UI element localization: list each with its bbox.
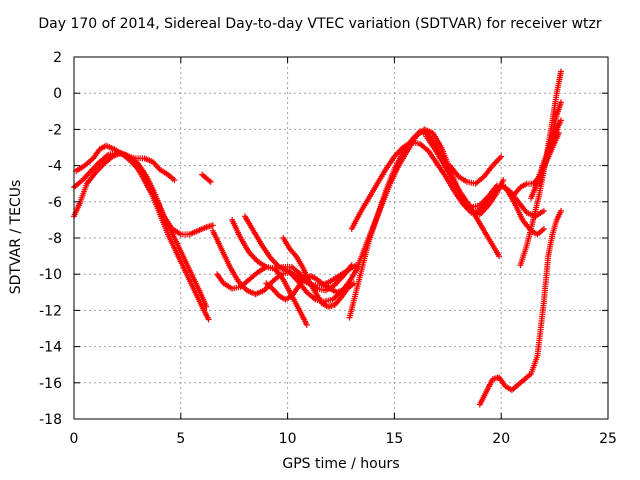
- series-markers: [528, 117, 564, 202]
- series-pass-o: [423, 133, 503, 260]
- series-pass-p: [446, 153, 505, 187]
- y-tick-label: 0: [53, 86, 62, 102]
- series-pass-a: [71, 149, 216, 238]
- series-pass-c: [73, 142, 210, 310]
- series-markers: [214, 264, 310, 328]
- x-tick-label: 10: [279, 431, 297, 447]
- x-tick-label: 25: [599, 431, 617, 447]
- series-markers: [199, 171, 214, 185]
- series-pass-g: [214, 264, 310, 328]
- series-pass-k: [280, 235, 357, 310]
- y-tick-label: -16: [39, 376, 62, 392]
- data-points: [71, 68, 564, 408]
- y-tick-label: -12: [39, 303, 62, 319]
- x-tick-label: 15: [385, 431, 403, 447]
- series-markers: [71, 149, 216, 238]
- series-markers: [348, 139, 507, 232]
- y-tick-label: -10: [39, 267, 62, 283]
- series-pass-q: [476, 207, 564, 408]
- series-markers: [280, 235, 357, 310]
- series-pass-u: [528, 117, 564, 202]
- series-markers: [124, 153, 178, 184]
- y-tick-label: -14: [39, 340, 62, 356]
- series-markers: [446, 153, 505, 187]
- series-markers: [423, 133, 503, 260]
- y-axis-label: SDTVAR / TECUs: [8, 179, 24, 295]
- y-tick-label: -2: [48, 122, 62, 138]
- y-tick-label: 2: [53, 50, 62, 66]
- series-markers: [73, 142, 210, 310]
- y-tick-label: -6: [48, 195, 62, 211]
- y-tick-label: -4: [48, 159, 62, 175]
- y-tick-label: -18: [39, 412, 62, 428]
- series-pass-e: [199, 171, 214, 185]
- series-markers: [476, 207, 564, 408]
- x-tick-label: 5: [176, 431, 185, 447]
- chart-title: Day 170 of 2014, Sidereal Day-to-day VTE…: [38, 16, 602, 32]
- series-pass-m: [353, 126, 547, 274]
- series-pass-d: [124, 153, 178, 184]
- y-tick-label: -8: [48, 231, 62, 247]
- axis-ticks: 0 5 10 15 20 25 -18 -16 -14 -12 -10 -8 -6 -4 -2 0 2: [39, 50, 617, 447]
- x-tick-label: 20: [492, 431, 510, 447]
- series-markers: [353, 126, 547, 274]
- x-axis-label: GPS time / hours: [282, 456, 400, 472]
- series-pass-n: [348, 139, 507, 232]
- x-tick-label: 0: [70, 431, 79, 447]
